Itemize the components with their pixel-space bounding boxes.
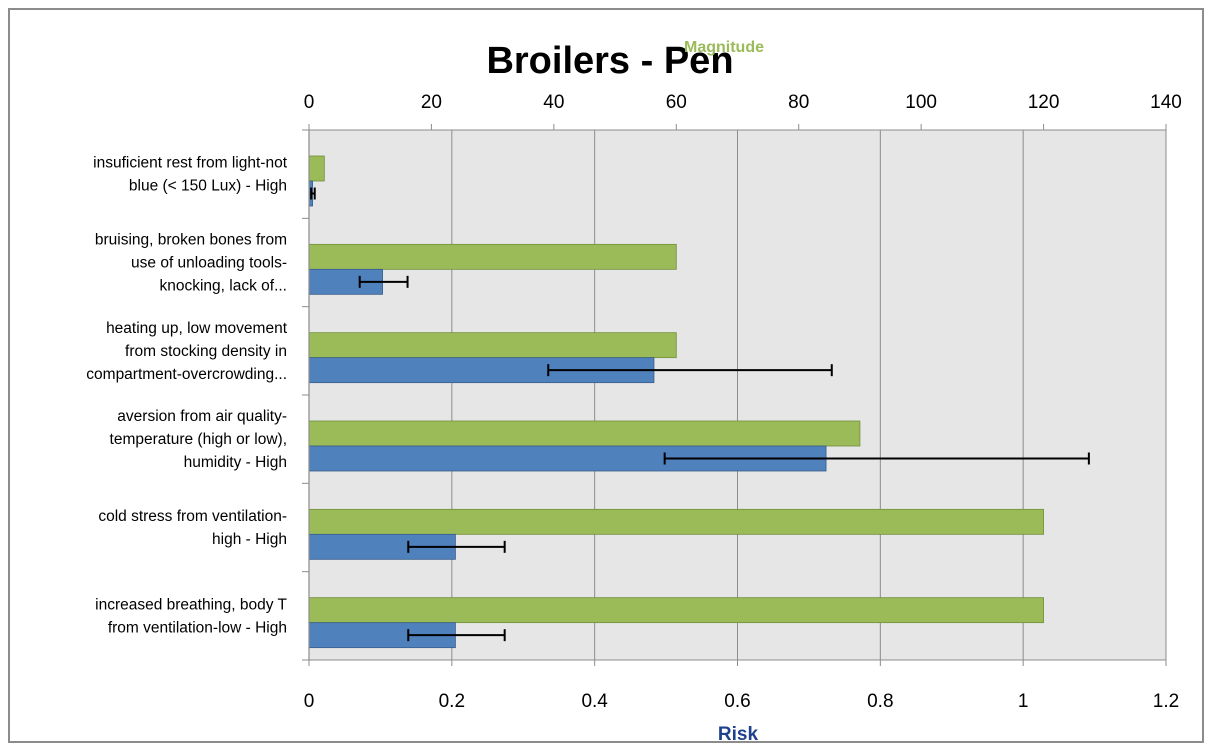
bottom-tick-label: 1.2 bbox=[1153, 691, 1179, 712]
grid-lines bbox=[451, 130, 1167, 660]
category-label-line: cold stress from ventilation- bbox=[98, 508, 287, 525]
magnitude-bar bbox=[308, 243, 677, 270]
top-tick-label: 60 bbox=[666, 92, 687, 113]
category-label: insuficient rest from light-not blue (< 1… bbox=[93, 155, 288, 195]
top-axis-title: Magnitude bbox=[684, 39, 764, 56]
error-bars bbox=[310, 187, 1090, 642]
category-label-line: use of unloading tools- bbox=[131, 255, 287, 272]
category-label-line: from ventilation-low - High bbox=[108, 619, 287, 636]
category-label: aversion from air quality-temperature (h… bbox=[110, 408, 287, 471]
bottom-tick-label: 0.4 bbox=[581, 691, 608, 712]
top-tick-label: 120 bbox=[1028, 92, 1060, 113]
bars bbox=[308, 155, 1044, 649]
magnitude-bar bbox=[308, 155, 325, 182]
category-labels: insuficient rest from light-not blue (< 1… bbox=[86, 155, 287, 637]
magnitude-bar bbox=[308, 420, 861, 447]
category-label-line: heating up, low movement bbox=[106, 320, 288, 337]
bottom-tick-label: 1 bbox=[1018, 691, 1029, 712]
category-label-line: temperature (high or low), bbox=[110, 431, 287, 448]
category-label-line: blue (< 150 Lux) - High bbox=[129, 178, 287, 195]
category-label-line: from stocking density in bbox=[125, 343, 287, 360]
bottom-tick-label: 0.2 bbox=[439, 691, 465, 712]
category-label-line: compartment-overcrowding... bbox=[86, 366, 287, 383]
category-label-line: insuficient rest from light-not bbox=[93, 155, 288, 172]
top-tick-label: 40 bbox=[543, 92, 564, 113]
category-label-line: high - High bbox=[212, 531, 287, 548]
category-label-line: humidity - High bbox=[184, 454, 287, 471]
category-label-line: aversion from air quality- bbox=[117, 408, 287, 425]
top-tick-label: 20 bbox=[421, 92, 442, 113]
top-tick-label: 0 bbox=[304, 92, 315, 113]
bottom-axis-title: Risk bbox=[718, 724, 759, 745]
category-label: cold stress from ventilation-high - High bbox=[98, 508, 287, 548]
top-tick-label: 140 bbox=[1150, 92, 1182, 113]
category-label: heating up, low movement from stocking de… bbox=[86, 320, 287, 383]
category-label-line: knocking, lack of... bbox=[159, 278, 287, 295]
magnitude-bar bbox=[308, 597, 1044, 624]
bottom-tick-label: 0.8 bbox=[867, 691, 893, 712]
category-label: increased breathing, body T from ventilat… bbox=[95, 596, 287, 636]
top-axis-ticks: 0 20 40 60 80 100 120 140 bbox=[304, 92, 1182, 113]
bottom-tick-label: 0.6 bbox=[724, 691, 750, 712]
top-tick-label: 100 bbox=[905, 92, 937, 113]
chart-title: Broilers - Pen bbox=[486, 40, 733, 82]
magnitude-bar bbox=[308, 508, 1044, 535]
top-tick-label: 80 bbox=[788, 92, 809, 113]
category-label-line: bruising, broken bones from bbox=[95, 232, 287, 249]
category-label: bruising, broken bones from use of unload… bbox=[95, 232, 287, 295]
bottom-axis-ticks: 0 0.2 0.4 0.6 0.8 1 1.2 bbox=[304, 691, 1180, 712]
category-label-line: increased breathing, body T bbox=[95, 596, 287, 613]
bottom-tick-label: 0 bbox=[304, 691, 315, 712]
magnitude-bar bbox=[308, 332, 677, 359]
axes bbox=[302, 124, 1167, 666]
